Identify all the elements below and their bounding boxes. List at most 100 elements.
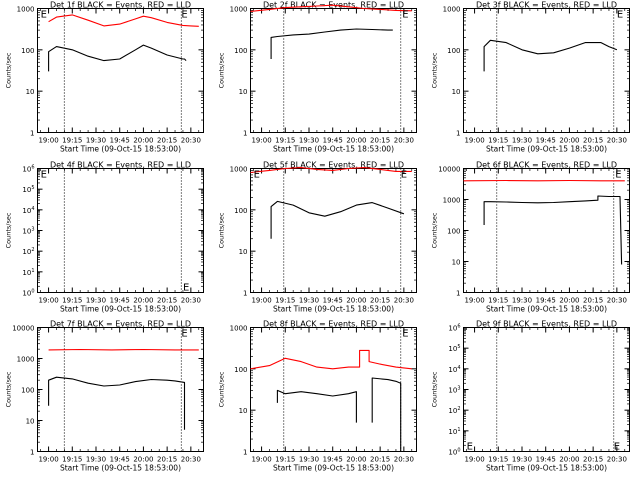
e-marker: E (183, 283, 189, 294)
x-tick-label: 19:30 (512, 456, 532, 464)
y-tick-label: 101 (448, 427, 460, 436)
x-tick-label: 20:00 (346, 137, 366, 145)
x-axis-label: Start Time (09-Oct-15 18:53:00) (273, 305, 394, 314)
chart-panel-3: Det 3f BLACK = Events, RED = LLD11010010… (431, 1, 630, 154)
x-tick-label: 19:15 (275, 137, 295, 145)
x-tick-label: 19:30 (512, 137, 532, 145)
y-tick-label: 106 (448, 324, 460, 333)
x-tick-label: 19:15 (488, 456, 508, 464)
x-tick-label: 20:30 (181, 297, 201, 305)
x-tick-label: 19:30 (86, 297, 106, 305)
x-axis-label: Start Time (09-Oct-15 18:53:00) (486, 464, 607, 473)
e-marker: E (41, 10, 47, 21)
y-axis-label: Counts/sec (431, 212, 439, 248)
y-tick-label: 100 (234, 366, 247, 374)
x-tick-label: 20:00 (133, 137, 153, 145)
e-marker: E (181, 329, 187, 340)
y-tick-label: 104 (448, 365, 460, 374)
y-tick-label: 10 (239, 248, 248, 256)
x-tick-label: 20:15 (583, 297, 603, 305)
x-tick-label: 20:00 (346, 456, 366, 464)
x-tick-label: 20:30 (607, 137, 627, 145)
y-tick-label: 104 (22, 206, 34, 215)
plot-frame (251, 9, 417, 133)
plot-frame (464, 328, 630, 452)
y-tick-label: 1 (30, 449, 34, 457)
x-axis-label: Start Time (09-Oct-15 18:53:00) (486, 305, 607, 314)
x-tick-label: 20:30 (607, 456, 627, 464)
x-tick-label: 19:30 (86, 456, 106, 464)
y-tick-label: 1000 (443, 6, 461, 14)
x-tick-label: 19:00 (38, 137, 58, 145)
y-tick-label: 100 (448, 448, 460, 457)
x-tick-label: 19:45 (110, 297, 130, 305)
y-tick-label: 10000 (12, 325, 34, 333)
events-series-line (484, 196, 621, 265)
x-axis-label: Start Time (09-Oct-15 18:53:00) (60, 145, 181, 154)
x-tick-label: 19:15 (62, 137, 82, 145)
y-tick-label: 10 (452, 259, 461, 267)
x-tick-label: 20:15 (157, 137, 177, 145)
y-tick-label: 1000 (230, 6, 248, 14)
chart-panel-7: Det 7f BLACK = Events, RED = LLD11010010… (5, 320, 204, 473)
y-tick-label: 10 (452, 88, 461, 96)
e-marker: E (615, 170, 621, 181)
x-tick-label: 19:30 (299, 297, 319, 305)
x-tick-label: 20:30 (181, 137, 201, 145)
x-tick-label: 20:00 (559, 137, 579, 145)
x-tick-label: 19:45 (536, 456, 556, 464)
y-tick-label: 100 (21, 387, 34, 395)
plot-frame (464, 9, 630, 133)
events-series-line (49, 377, 185, 430)
y-tick-label: 103 (22, 227, 34, 236)
x-tick-label: 19:00 (464, 456, 484, 464)
y-axis-label: Counts/sec (5, 371, 13, 407)
y-tick-label: 101 (22, 268, 34, 277)
y-tick-label: 1000 (17, 356, 35, 364)
e-marker: E (402, 329, 408, 340)
events-series-line (277, 390, 356, 422)
x-tick-label: 19:00 (251, 456, 271, 464)
x-tick-label: 19:45 (323, 137, 343, 145)
e-marker: E (254, 170, 260, 181)
x-tick-label: 19:15 (62, 297, 82, 305)
plot-frame (251, 328, 417, 452)
y-tick-label: 1 (243, 449, 247, 457)
y-tick-label: 100 (234, 47, 247, 55)
x-tick-label: 19:00 (251, 137, 271, 145)
y-tick-label: 105 (448, 344, 460, 353)
y-axis-label: Counts/sec (218, 52, 226, 88)
y-tick-label: 10000 (438, 166, 460, 174)
plot-frame (38, 328, 204, 452)
y-tick-label: 103 (448, 386, 460, 395)
lld-series-line (49, 15, 199, 26)
x-tick-label: 19:15 (488, 297, 508, 305)
x-tick-label: 20:00 (133, 297, 153, 305)
y-tick-label: 100 (21, 47, 34, 55)
y-tick-label: 102 (448, 406, 460, 415)
x-tick-label: 20:15 (370, 297, 390, 305)
y-axis-label: Counts/sec (218, 371, 226, 407)
events-series-line (484, 40, 617, 71)
plot-frame (38, 9, 204, 133)
y-tick-label: 10 (26, 418, 35, 426)
y-tick-label: 1000 (17, 6, 35, 14)
x-tick-label: 20:15 (157, 297, 177, 305)
x-axis-label: Start Time (09-Oct-15 18:53:00) (273, 464, 394, 473)
x-tick-label: 20:30 (394, 456, 414, 464)
y-axis-label: Counts/sec (431, 52, 439, 88)
y-tick-label: 1 (30, 130, 34, 138)
e-marker: E (402, 10, 408, 21)
x-tick-label: 20:30 (607, 297, 627, 305)
chart-panel-9: Det 9f BLACK = Events, RED = LLD10010110… (431, 320, 630, 473)
chart-panel-8: Det 8f BLACK = Events, RED = LLD11010010… (218, 320, 417, 473)
plot-frame (38, 169, 204, 293)
x-tick-label: 20:15 (157, 456, 177, 464)
x-axis-label: Start Time (09-Oct-15 18:53:00) (486, 145, 607, 154)
e-marker: E (614, 442, 620, 453)
y-tick-label: 1000 (230, 325, 248, 333)
x-tick-label: 19:45 (536, 297, 556, 305)
x-tick-label: 20:15 (370, 137, 390, 145)
x-tick-label: 19:00 (464, 137, 484, 145)
